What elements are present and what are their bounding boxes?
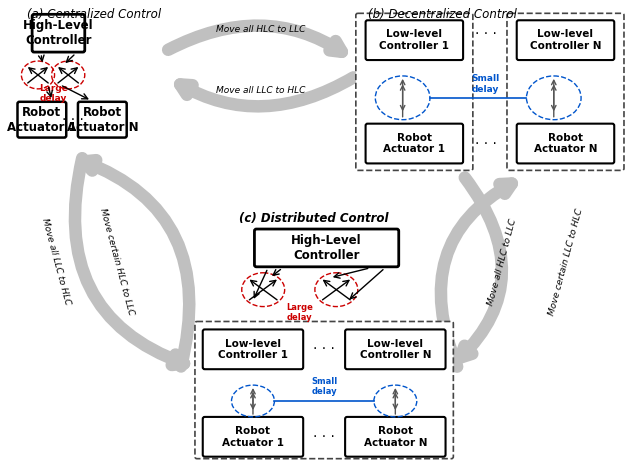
FancyBboxPatch shape xyxy=(365,20,463,60)
Text: Low-level
Controller N: Low-level Controller N xyxy=(360,338,431,360)
FancyArrowPatch shape xyxy=(168,25,342,52)
Text: · · ·: · · · xyxy=(62,113,84,127)
Text: Robot
Actuator N: Robot Actuator N xyxy=(534,133,597,154)
FancyArrowPatch shape xyxy=(180,78,353,106)
FancyBboxPatch shape xyxy=(516,124,614,164)
Text: (a) Centralized Control: (a) Centralized Control xyxy=(28,8,161,21)
Text: · · ·: · · · xyxy=(475,27,497,41)
Text: · · ·: · · · xyxy=(313,342,335,356)
Text: (c) Distributed Control: (c) Distributed Control xyxy=(239,212,388,225)
Text: High-Level
Controller: High-Level Controller xyxy=(291,234,362,262)
FancyBboxPatch shape xyxy=(516,20,614,60)
Text: · · ·: · · · xyxy=(313,430,335,444)
FancyBboxPatch shape xyxy=(17,102,67,138)
FancyArrowPatch shape xyxy=(460,178,502,358)
FancyArrowPatch shape xyxy=(75,158,184,365)
Text: Move all LLC to HLC: Move all LLC to HLC xyxy=(216,86,305,95)
Text: Robot
Actuator 1: Robot Actuator 1 xyxy=(222,426,284,447)
FancyBboxPatch shape xyxy=(365,124,463,164)
Text: High-Level
Controller: High-Level Controller xyxy=(23,19,93,47)
Text: Robot
Actuator N: Robot Actuator N xyxy=(364,426,427,447)
Text: Low-level
Controller 1: Low-level Controller 1 xyxy=(380,29,449,51)
FancyBboxPatch shape xyxy=(78,102,127,138)
FancyBboxPatch shape xyxy=(345,417,445,457)
Text: Robot
Actuator N: Robot Actuator N xyxy=(67,106,138,133)
FancyBboxPatch shape xyxy=(32,14,84,52)
Text: Move all HLC to LLC: Move all HLC to LLC xyxy=(486,218,518,306)
Text: Move certain HLC to LLC: Move certain HLC to LLC xyxy=(99,207,136,316)
Text: Robot
Actuator 1: Robot Actuator 1 xyxy=(383,133,445,154)
FancyArrowPatch shape xyxy=(84,160,189,367)
FancyArrowPatch shape xyxy=(441,183,512,367)
FancyBboxPatch shape xyxy=(195,321,453,459)
Text: Low-level
Controller 1: Low-level Controller 1 xyxy=(218,338,288,360)
Text: · · ·: · · · xyxy=(475,137,497,150)
FancyBboxPatch shape xyxy=(507,13,624,171)
Text: (b) Decentralized Control: (b) Decentralized Control xyxy=(367,8,516,21)
Text: Move certain LLC to HLC: Move certain LLC to HLC xyxy=(547,207,584,316)
Text: Large
delay: Large delay xyxy=(39,84,68,103)
Text: Robot
Actuator 1: Robot Actuator 1 xyxy=(7,106,77,133)
FancyBboxPatch shape xyxy=(356,13,473,171)
FancyBboxPatch shape xyxy=(203,329,303,369)
Text: Small
delay: Small delay xyxy=(311,376,337,396)
Text: Low-level
Controller N: Low-level Controller N xyxy=(530,29,601,51)
Text: Move all LLC to HLC: Move all LLC to HLC xyxy=(40,218,72,306)
FancyBboxPatch shape xyxy=(203,417,303,457)
FancyBboxPatch shape xyxy=(345,329,445,369)
FancyBboxPatch shape xyxy=(255,229,399,267)
Text: Move all HLC to LLC: Move all HLC to LLC xyxy=(216,25,305,34)
Text: Large
delay: Large delay xyxy=(286,303,313,322)
Text: Small
delay: Small delay xyxy=(472,74,500,94)
